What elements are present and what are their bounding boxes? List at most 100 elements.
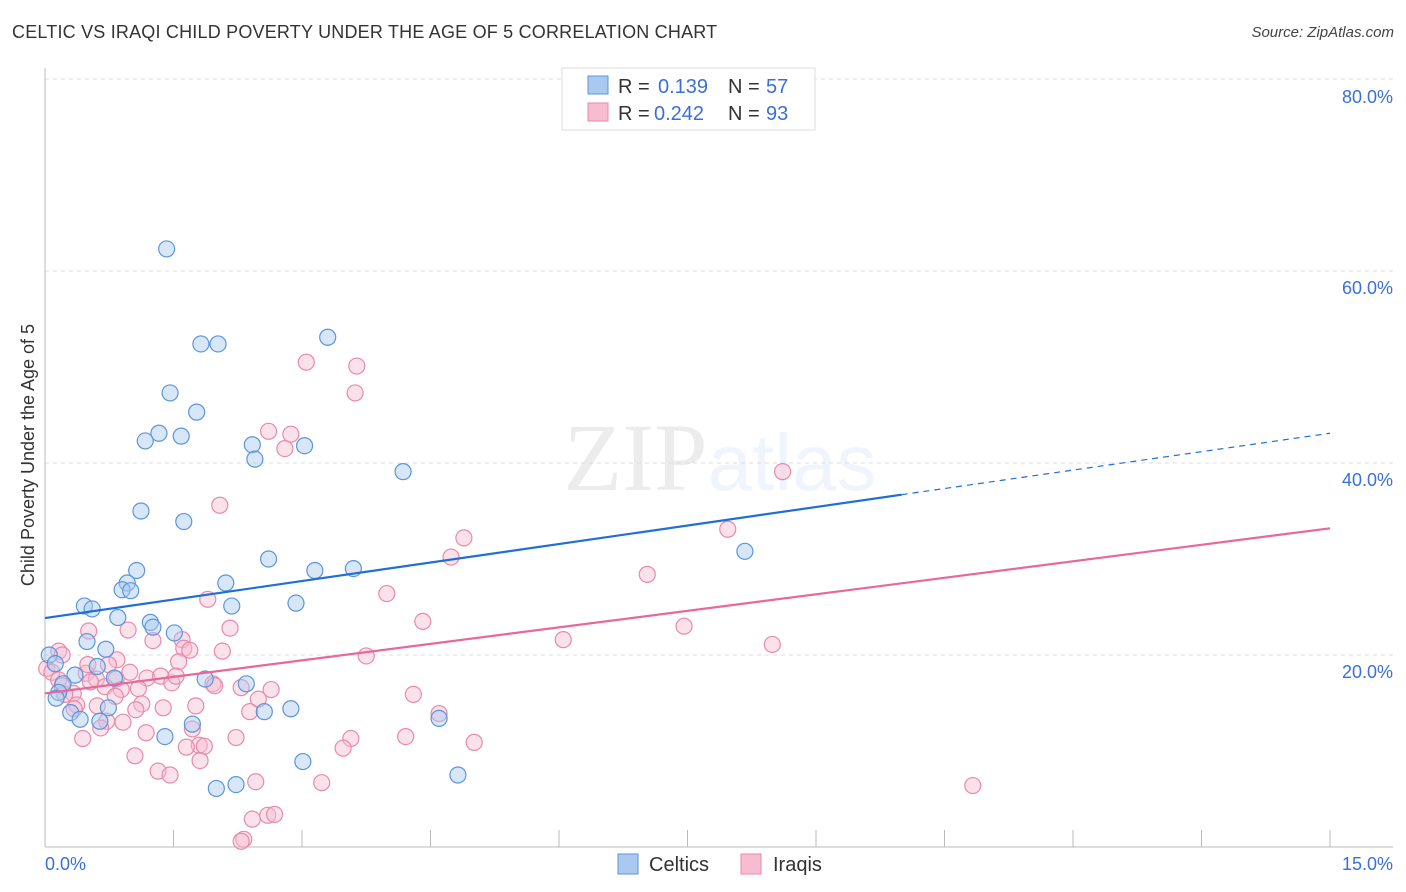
legend-r-label: R = (618, 103, 650, 125)
iraqis-point (235, 830, 253, 848)
iraqis-point (465, 733, 483, 751)
celtics-point (209, 335, 227, 353)
iraqis-point (455, 529, 473, 547)
celtics-point (99, 699, 117, 717)
trend-lines (44, 432, 1331, 695)
iraqis-point (183, 720, 201, 738)
celtics-point (132, 502, 150, 520)
iraqis-point (161, 766, 179, 784)
celtics-point (78, 632, 96, 651)
celtics-point (227, 775, 245, 794)
celtics-point (430, 709, 448, 727)
legend-iraqis: Iraqis (773, 854, 822, 876)
iraqis-swatch (740, 853, 762, 875)
celtics-point (88, 657, 106, 676)
y-axis-label: Child Poverty Under the Age of 5 (18, 324, 38, 586)
iraqis-point (259, 422, 278, 440)
iraqis-point (397, 727, 415, 746)
iraqis-point (675, 617, 693, 635)
y-tick-label: 60.0% (1342, 278, 1393, 298)
iraqis-point (121, 663, 139, 681)
celtics-point (259, 550, 278, 568)
celtics-point (217, 574, 235, 592)
celtics-point (172, 427, 190, 445)
iraqis-point (137, 724, 155, 742)
iraqis-point (221, 619, 239, 637)
celtics-point (255, 703, 273, 721)
iraqis-point (81, 673, 100, 691)
celtics-point (158, 240, 176, 258)
iraqis-point (313, 774, 331, 792)
iraqis-swatch (587, 102, 609, 122)
iraqis-point (108, 651, 126, 669)
celtics-point (165, 624, 183, 642)
iraqis-point (414, 612, 432, 631)
chart-title: CELTIC VS IRAQI CHILD POVERTY UNDER THE … (12, 22, 718, 42)
iraqis-point (297, 353, 315, 371)
iraqis-point (763, 635, 781, 654)
celtics-point (188, 403, 206, 421)
celtics-point (83, 600, 101, 618)
y-tick-labels: 20.0% 40.0% 60.0% 80.0% (1342, 87, 1393, 682)
celtics-point (394, 463, 412, 481)
legend-r-value: 0.139 (658, 76, 708, 98)
iraqis-point (241, 703, 259, 721)
celtics-point (306, 561, 324, 580)
iraqis-point (719, 520, 737, 538)
celtics-point (295, 437, 314, 455)
gridlines (45, 78, 1393, 656)
legend-r-value: 0.242 (654, 103, 704, 125)
iraqis-point (211, 496, 229, 514)
iraqis-point (206, 677, 224, 695)
celtics-point (223, 597, 241, 615)
iraqis-point (430, 704, 448, 723)
legend-n-label: N = (728, 76, 760, 98)
iraqis-point (773, 463, 792, 481)
celtics-swatch (617, 853, 639, 875)
iraqis-point (259, 806, 277, 824)
celtics-point (282, 700, 300, 718)
iraqis-point (74, 729, 92, 748)
celtics-point (105, 669, 123, 687)
celtics-point (156, 727, 174, 746)
celtics-point (161, 384, 179, 402)
iraqis-point (80, 622, 98, 640)
celtics-point (128, 561, 146, 580)
iraqis-point (334, 739, 352, 757)
iraqis-point (276, 440, 294, 458)
iraqis-point (126, 747, 144, 765)
celtics-point (196, 670, 214, 688)
celtics-point (183, 715, 201, 733)
celtics-point (109, 608, 127, 627)
iraqis-point (177, 738, 195, 756)
celtics-point (46, 655, 64, 673)
iraqis-point (404, 685, 422, 703)
iraqis-point (181, 641, 199, 659)
iraqis-point (346, 384, 364, 402)
celtics-points (40, 240, 754, 798)
iraqis-point (282, 425, 300, 443)
iraqis-trend-line (44, 527, 1331, 695)
celtics-point (294, 752, 312, 771)
legend-bottom: Celtics Iraqis (617, 853, 822, 876)
iraqis-point (442, 548, 460, 566)
legend-n-value: 57 (766, 76, 788, 98)
celtics-trend-extension (901, 432, 1331, 496)
iraqis-point (191, 751, 209, 770)
source-label: Source: ZipAtlas.com (1251, 24, 1394, 41)
celtics-point (319, 328, 337, 346)
iraqis-point (127, 701, 145, 719)
celtics-point (113, 581, 131, 599)
celtics-point (62, 703, 80, 722)
iraqis-point (554, 631, 572, 649)
watermark: ZIPatlas (564, 404, 877, 511)
x-tick-label: 15.0% (1342, 854, 1393, 874)
iraqis-points (38, 353, 982, 850)
celtics-point (144, 618, 162, 636)
iraqis-point (262, 680, 280, 699)
legend-top: R = 0.139 N = 57 R = 0.242 N = 93 (561, 67, 816, 131)
celtics-point (47, 689, 65, 707)
legend-celtics: Celtics (649, 854, 709, 876)
